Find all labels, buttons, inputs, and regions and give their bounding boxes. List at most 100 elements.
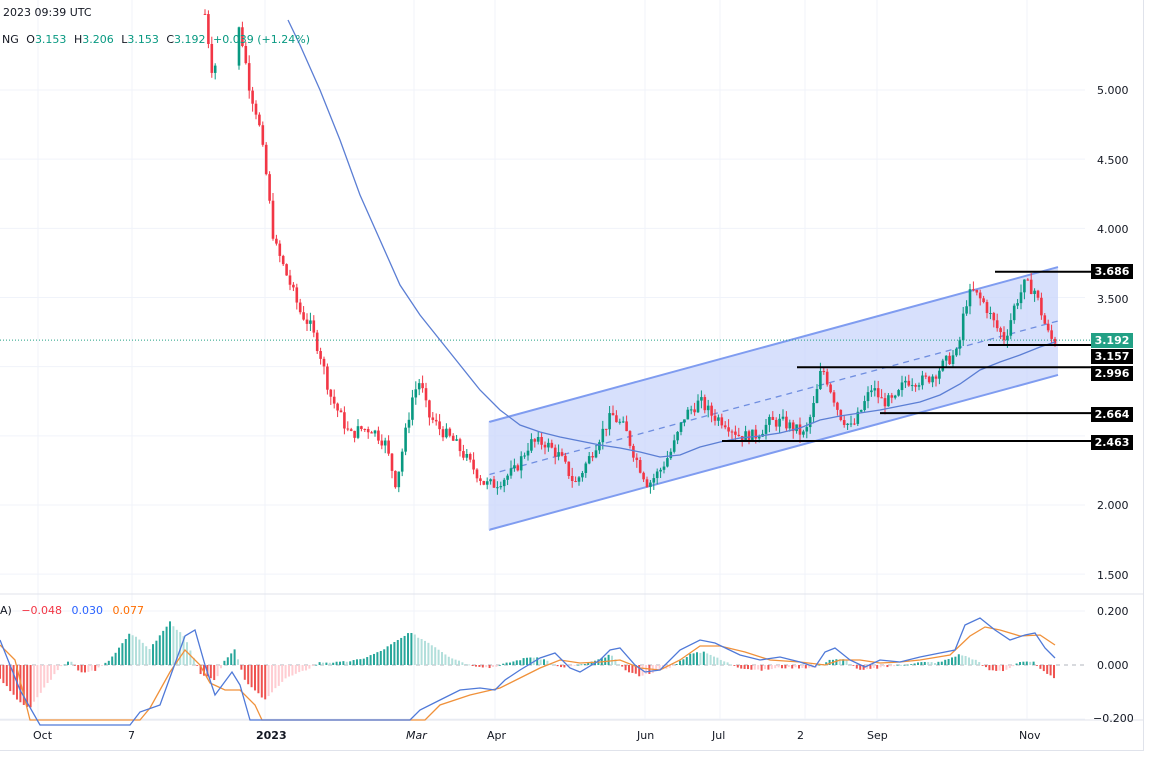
candle-body xyxy=(475,469,479,479)
macd-histogram-bar xyxy=(957,654,960,665)
candle-body xyxy=(703,397,707,411)
macd-histogram-bar xyxy=(328,662,331,665)
macd-histogram-bar xyxy=(577,664,579,666)
candle-body xyxy=(686,409,690,420)
time-label: Apr xyxy=(487,729,507,742)
candle-body xyxy=(608,413,611,430)
candle-body xyxy=(910,385,914,387)
candle-body xyxy=(917,385,921,387)
candle-body xyxy=(237,27,241,66)
macd-histogram-bar xyxy=(53,665,56,675)
candle-body xyxy=(842,420,846,425)
candle-body xyxy=(1043,315,1047,324)
macd-histogram-bar xyxy=(131,635,134,665)
candle-body xyxy=(428,400,431,418)
macd-line xyxy=(0,617,1056,726)
macd-histogram-bar xyxy=(655,665,658,671)
macd-histogram-bar xyxy=(743,665,746,669)
candle-body xyxy=(577,477,581,482)
macd-histogram-bar xyxy=(141,642,144,665)
macd-histogram-bar xyxy=(774,665,777,669)
macd-histogram-bar xyxy=(590,661,593,665)
candle-body xyxy=(288,275,292,285)
candle-body xyxy=(972,289,975,291)
candle-body xyxy=(417,383,421,390)
candle-body xyxy=(1023,279,1026,293)
macd-histogram-bar xyxy=(485,665,488,668)
macd-histogram-bar xyxy=(437,649,440,665)
candle-body xyxy=(723,425,727,428)
macd-histogram-bar xyxy=(451,658,454,665)
candle-body xyxy=(659,469,662,472)
macd-histogram-bar xyxy=(107,660,110,665)
chart-canvas[interactable] xyxy=(0,0,1143,750)
macd-histogram-bar xyxy=(753,665,756,670)
macd-histogram-bar xyxy=(917,662,919,665)
macd-histogram-bar xyxy=(260,665,263,698)
candle-body xyxy=(1009,320,1013,336)
candle-body xyxy=(547,442,550,448)
candle-body xyxy=(995,320,999,329)
candle-body xyxy=(479,478,482,481)
candle-body xyxy=(815,389,819,403)
macd-histogram-bar xyxy=(220,665,222,669)
candle-body xyxy=(836,402,839,410)
candle-body xyxy=(907,380,911,386)
macd-histogram-bar xyxy=(454,659,457,665)
macd-histogram-bar xyxy=(502,663,505,665)
macd-histogram-bar xyxy=(944,659,947,665)
macd-histogram-bar xyxy=(716,657,719,665)
candle-body xyxy=(203,13,207,15)
macd-histogram-bar xyxy=(866,665,868,669)
candle-body xyxy=(332,396,336,404)
candle-body xyxy=(700,397,703,401)
candle-body xyxy=(683,419,686,423)
candle-body xyxy=(819,370,822,390)
macd-histogram-bar xyxy=(638,665,641,677)
macd-histogram-bar xyxy=(413,634,416,665)
macd-histogram-bar xyxy=(828,659,831,665)
macd-histogram-bar xyxy=(475,665,477,667)
macd-histogram-bar xyxy=(458,660,460,665)
candle-body xyxy=(502,479,506,487)
macd-histogram-bar xyxy=(747,665,749,670)
macd-histogram-bar xyxy=(927,662,930,665)
candle-body xyxy=(506,475,509,480)
candle-body xyxy=(254,103,258,115)
macd-histogram-bar xyxy=(910,664,913,665)
candle-body xyxy=(941,360,945,371)
candle-body xyxy=(1012,305,1016,321)
macd-histogram-bar xyxy=(209,665,212,679)
macd-histogram-bar xyxy=(33,665,35,702)
macd-histogram-bar xyxy=(373,653,375,665)
macd-histogram-bar xyxy=(386,646,389,665)
macd-histogram-bar xyxy=(175,629,178,665)
candle-body xyxy=(866,392,870,402)
symbol-label[interactable]: NG xyxy=(2,33,19,46)
level-tag-2996: 2.996 xyxy=(1091,366,1133,381)
candle-body xyxy=(536,437,540,442)
macd-histogram-bar xyxy=(930,662,933,665)
candle-body xyxy=(893,395,897,398)
macd-histogram-bar xyxy=(981,665,984,666)
macd-histogram-bar xyxy=(563,665,566,668)
macd-histogram-bar xyxy=(237,659,239,665)
macd-histogram-bar xyxy=(682,659,685,665)
candle-body xyxy=(244,45,248,64)
candle-body xyxy=(825,371,829,385)
macd-histogram-bar xyxy=(1046,665,1049,674)
chart-frame[interactable]: 2023 09:39 UTC NG O3.153 H3.206 L3.153 C… xyxy=(0,0,1144,751)
macd-histogram-bar xyxy=(617,664,620,665)
macd-histogram-bar xyxy=(879,665,882,668)
macd-histogram-bar xyxy=(713,656,715,665)
candle-body xyxy=(989,313,992,315)
macd-histogram-bar xyxy=(199,665,202,675)
macd-histogram-bar xyxy=(434,647,437,665)
candle-body xyxy=(968,289,972,307)
candle-body xyxy=(601,428,605,443)
candle-body xyxy=(312,320,316,333)
macd-histogram-bar xyxy=(90,665,93,671)
macd-histogram-bar xyxy=(658,665,661,671)
last-price-tag: 3.192 xyxy=(1091,333,1133,348)
candle-body xyxy=(652,478,656,483)
